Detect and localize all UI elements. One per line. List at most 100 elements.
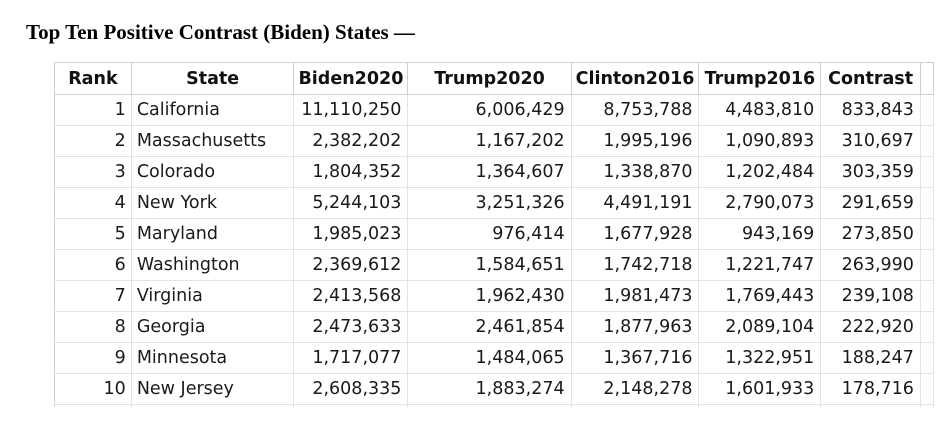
trump2016-cell[interactable]: 1,322,951 — [698, 342, 822, 374]
table-row[interactable]: 6 Washington 2,369,612 1,584,651 1,742,718 1,… — [54, 249, 934, 281]
rank-cell[interactable]: 8 — [54, 311, 132, 343]
empty-cell — [920, 94, 934, 126]
column-header-empty — [920, 62, 934, 95]
rank-cell[interactable]: 5 — [54, 218, 132, 250]
empty-cell — [293, 404, 409, 407]
column-header-trump2016[interactable]: Trump2016 — [698, 62, 822, 95]
rank-cell[interactable]: 7 — [54, 280, 132, 312]
state-cell[interactable]: Georgia — [131, 311, 295, 343]
contrast-cell[interactable]: 188,247 — [820, 342, 921, 374]
rank-cell[interactable]: 3 — [54, 156, 132, 188]
table-row[interactable]: 4 New York 5,244,103 3,251,326 4,491,191 2,79… — [54, 187, 934, 219]
biden2020-cell[interactable]: 5,244,103 — [293, 187, 409, 219]
trump2016-cell[interactable]: 1,202,484 — [698, 156, 822, 188]
state-cell[interactable]: Maryland — [131, 218, 295, 250]
biden2020-cell[interactable]: 2,413,568 — [293, 280, 409, 312]
column-header-clinton2016[interactable]: Clinton2016 — [571, 62, 700, 95]
trump2020-cell[interactable]: 1,883,274 — [407, 373, 572, 405]
biden2020-cell[interactable]: 1,804,352 — [293, 156, 409, 188]
rank-cell[interactable]: 2 — [54, 125, 132, 157]
trump2016-cell[interactable]: 1,601,933 — [698, 373, 822, 405]
biden2020-cell[interactable]: 11,110,250 — [293, 94, 409, 126]
contrast-cell[interactable]: 239,108 — [820, 280, 921, 312]
clinton2016-cell[interactable]: 1,367,716 — [571, 342, 700, 374]
biden2020-cell[interactable]: 2,382,202 — [293, 125, 409, 157]
trump2016-cell[interactable]: 2,790,073 — [698, 187, 822, 219]
clinton2016-cell[interactable]: 1,995,196 — [571, 125, 700, 157]
table-row[interactable]: 2 Massachusetts 2,382,202 1,167,202 1,995,19… — [54, 125, 934, 157]
trump2020-cell[interactable]: 1,364,607 — [407, 156, 572, 188]
biden2020-cell[interactable]: 1,985,023 — [293, 218, 409, 250]
trump2020-cell[interactable]: 1,962,430 — [407, 280, 572, 312]
contrast-cell[interactable]: 263,990 — [820, 249, 921, 281]
empty-cell — [820, 404, 921, 407]
rank-cell[interactable]: 6 — [54, 249, 132, 281]
contrast-cell[interactable]: 291,659 — [820, 187, 921, 219]
column-header-rank[interactable]: Rank — [54, 62, 132, 95]
trump2020-cell[interactable]: 1,484,065 — [407, 342, 572, 374]
page-title: Top Ten Positive Contrast (Biden) States… — [26, 20, 415, 44]
empty-cell — [920, 249, 934, 281]
state-cell[interactable]: Massachusetts — [131, 125, 295, 157]
clinton2016-cell[interactable]: 1,677,928 — [571, 218, 700, 250]
empty-cell — [920, 125, 934, 157]
rank-cell[interactable]: 1 — [54, 94, 132, 126]
contrast-cell[interactable]: 833,843 — [820, 94, 921, 126]
state-cell[interactable]: Colorado — [131, 156, 295, 188]
trump2016-cell[interactable]: 1,221,747 — [698, 249, 822, 281]
contrast-cell[interactable]: 273,850 — [820, 218, 921, 250]
column-header-contrast[interactable]: Contrast — [820, 62, 921, 95]
trump2020-cell[interactable]: 3,251,326 — [407, 187, 572, 219]
trump2020-cell[interactable]: 1,167,202 — [407, 125, 572, 157]
biden2020-cell[interactable]: 2,473,633 — [293, 311, 409, 343]
clinton2016-cell[interactable]: 1,877,963 — [571, 311, 700, 343]
biden2020-cell[interactable]: 2,608,335 — [293, 373, 409, 405]
biden2020-cell[interactable]: 2,369,612 — [293, 249, 409, 281]
table-row[interactable]: 8 Georgia 2,473,633 2,461,854 1,877,963 2,089… — [54, 311, 934, 343]
state-cell[interactable]: Virginia — [131, 280, 295, 312]
contrast-cell[interactable]: 222,920 — [820, 311, 921, 343]
column-header-biden2020[interactable]: Biden2020 — [293, 62, 409, 95]
trump2020-cell[interactable]: 6,006,429 — [407, 94, 572, 126]
state-cell[interactable]: New York — [131, 187, 295, 219]
rank-cell[interactable]: 9 — [54, 342, 132, 374]
table-row[interactable]: 10 New Jersey 2,608,335 1,883,274 2,148,278 1… — [54, 373, 934, 405]
clinton2016-cell[interactable]: 2,148,278 — [571, 373, 700, 405]
trump2016-cell[interactable]: 2,089,104 — [698, 311, 822, 343]
empty-cell — [407, 404, 572, 407]
empty-cell — [920, 404, 934, 407]
trump2016-cell[interactable]: 943,169 — [698, 218, 822, 250]
contrast-cell[interactable]: 303,359 — [820, 156, 921, 188]
state-cell[interactable]: Washington — [131, 249, 295, 281]
table-row[interactable]: 9 Minnesota 1,717,077 1,484,065 1,367,716 1,3… — [54, 342, 934, 374]
results-table-container: Rank State Biden2020 Trump2020 Clinton20… — [54, 62, 934, 407]
contrast-cell[interactable]: 310,697 — [820, 125, 921, 157]
state-cell[interactable]: Minnesota — [131, 342, 295, 374]
trump2020-cell[interactable]: 1,584,651 — [407, 249, 572, 281]
trump2016-cell[interactable]: 1,769,443 — [698, 280, 822, 312]
state-cell[interactable]: New Jersey — [131, 373, 295, 405]
clinton2016-cell[interactable]: 1,742,718 — [571, 249, 700, 281]
column-header-trump2020[interactable]: Trump2020 — [407, 62, 572, 95]
rank-cell[interactable]: 10 — [54, 373, 132, 405]
trump2016-cell[interactable]: 1,090,893 — [698, 125, 822, 157]
table-row[interactable]: 1 California 11,110,250 6,006,429 8,753,788 4… — [54, 94, 934, 126]
empty-cell — [920, 187, 934, 219]
table-row[interactable]: 3 Colorado 1,804,352 1,364,607 1,338,870 1,20… — [54, 156, 934, 188]
trump2020-cell[interactable]: 2,461,854 — [407, 311, 572, 343]
clinton2016-cell[interactable]: 4,491,191 — [571, 187, 700, 219]
trump2020-cell[interactable]: 976,414 — [407, 218, 572, 250]
clinton2016-cell[interactable]: 8,753,788 — [571, 94, 700, 126]
column-header-state[interactable]: State — [131, 62, 295, 95]
rank-cell[interactable]: 4 — [54, 187, 132, 219]
results-table: Rank State Biden2020 Trump2020 Clinton20… — [54, 62, 934, 407]
biden2020-cell[interactable]: 1,717,077 — [293, 342, 409, 374]
clinton2016-cell[interactable]: 1,338,870 — [571, 156, 700, 188]
state-cell[interactable]: California — [131, 94, 295, 126]
empty-cell — [920, 373, 934, 405]
contrast-cell[interactable]: 178,716 — [820, 373, 921, 405]
table-row[interactable]: 5 Maryland 1,985,023 976,414 1,677,928 943,16… — [54, 218, 934, 250]
table-row[interactable]: 7 Virginia 2,413,568 1,962,430 1,981,473 1,76… — [54, 280, 934, 312]
clinton2016-cell[interactable]: 1,981,473 — [571, 280, 700, 312]
trump2016-cell[interactable]: 4,483,810 — [698, 94, 822, 126]
